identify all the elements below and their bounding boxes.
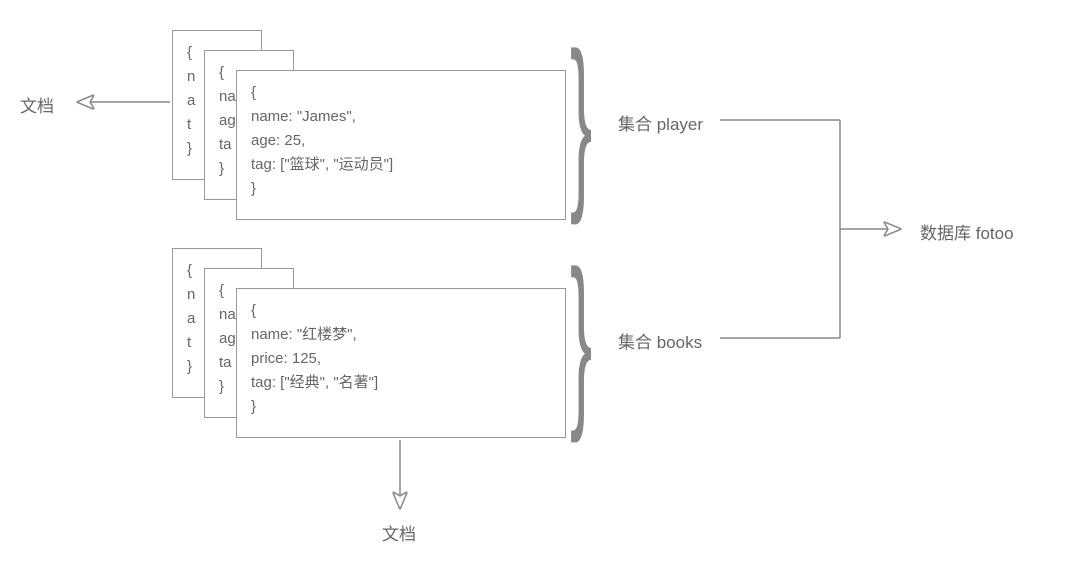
doc-card-line: name: "James", bbox=[251, 105, 551, 129]
doc-card-line: tag: ["经典", "名著"] bbox=[251, 371, 551, 395]
doc-card-line: name: "红楼梦", bbox=[251, 323, 551, 347]
doc-card-line: { bbox=[251, 299, 551, 323]
doc-card-line: } bbox=[251, 177, 551, 201]
doc-card-line: } bbox=[251, 395, 551, 419]
doc-card-line: age: 25, bbox=[251, 129, 551, 153]
doc-card-line: price: 125, bbox=[251, 347, 551, 371]
label-collection-player: 集合 player bbox=[618, 110, 703, 135]
doc-card-line: { bbox=[251, 81, 551, 105]
doc-card: { name: "James", age: 25, tag: ["篮球", "运… bbox=[236, 70, 566, 220]
brace-books: } bbox=[570, 243, 592, 433]
brace-player: } bbox=[570, 25, 592, 215]
label-document-bottom: 文档 bbox=[382, 520, 416, 545]
label-collection-books: 集合 books bbox=[618, 328, 702, 353]
doc-card: { name: "红楼梦", price: 125, tag: ["经典", "… bbox=[236, 288, 566, 438]
doc-card-line: tag: ["篮球", "运动员"] bbox=[251, 153, 551, 177]
label-database: 数据库 fotoo bbox=[920, 219, 1014, 244]
label-document-left: 文档 bbox=[20, 92, 54, 117]
